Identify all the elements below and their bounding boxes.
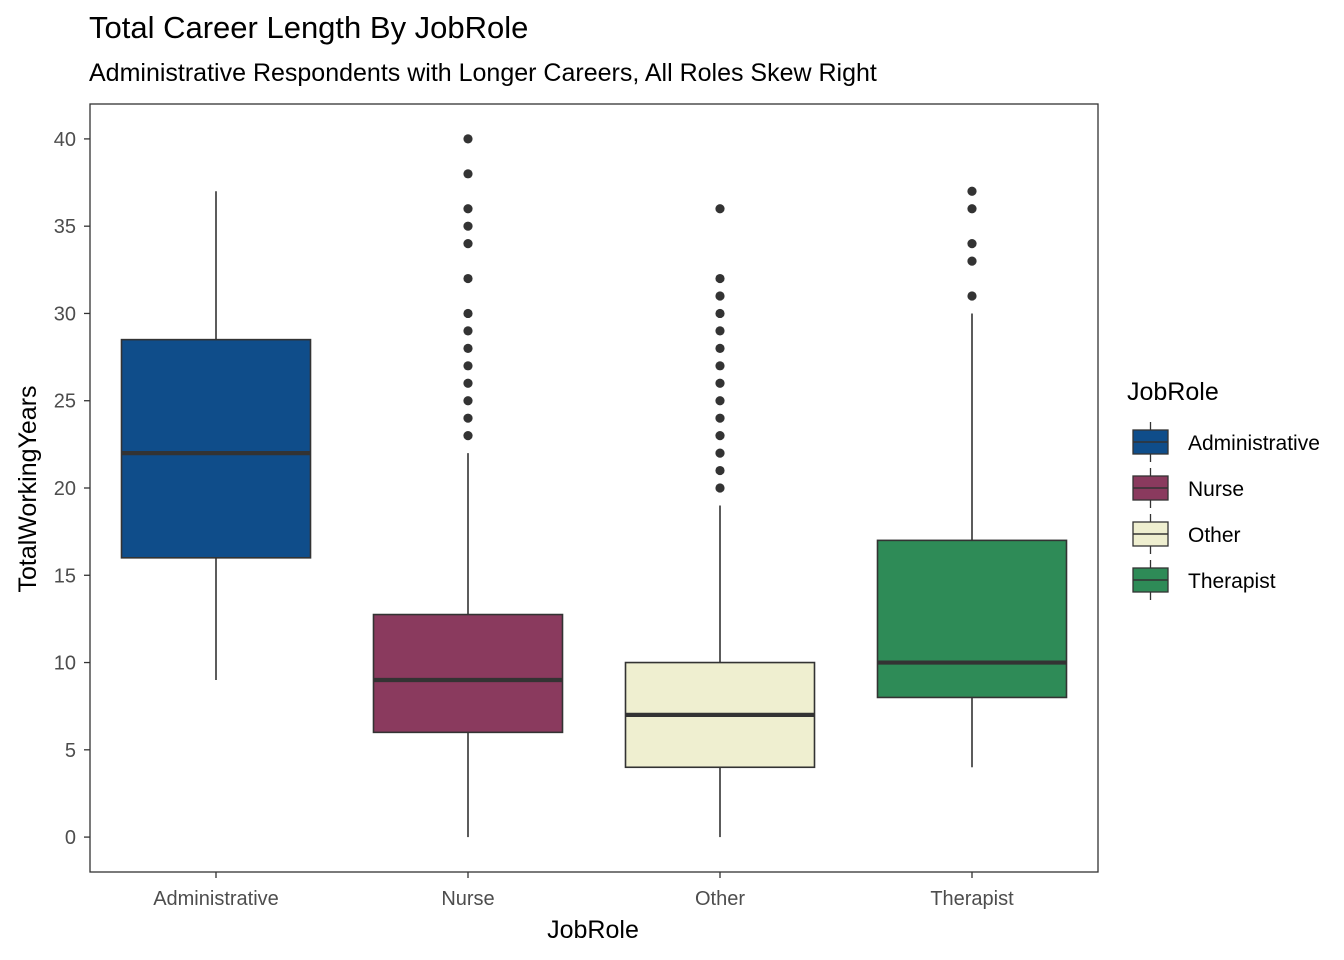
- outlier-point: [967, 256, 977, 266]
- outlier-point: [967, 291, 977, 301]
- y-tick-label: 40: [54, 129, 76, 151]
- y-tick-label: 35: [54, 216, 76, 238]
- x-tick-label: Nurse: [441, 888, 494, 910]
- y-axis: 0 5 10 15 20 25 30 35 40: [54, 129, 90, 849]
- legend-item-administrative: Administrative: [1132, 422, 1320, 462]
- outlier-point: [463, 273, 473, 284]
- outlier-point: [715, 448, 725, 458]
- legend-label: Administrative: [1188, 432, 1320, 455]
- x-tick-label: Administrative: [153, 888, 279, 910]
- iqr-box: [876, 539, 1068, 699]
- chart-title: Total Career Length By JobRole: [89, 10, 529, 45]
- outlier-point: [715, 326, 725, 336]
- y-axis-title: TotalWorkingYears: [14, 385, 42, 592]
- outlier-point: [715, 343, 725, 353]
- box-administrative: [120, 191, 312, 680]
- outlier-point: [463, 169, 473, 179]
- outlier-point: [463, 413, 473, 423]
- outlier-point: [463, 343, 473, 353]
- y-tick-label: 5: [65, 740, 76, 762]
- y-tick-label: 20: [54, 478, 76, 500]
- outlier-point: [463, 204, 473, 214]
- outlier-point: [715, 483, 725, 493]
- outlier-point: [463, 378, 473, 388]
- box-nurse: [372, 134, 564, 838]
- outlier-point: [463, 308, 473, 319]
- outlier-point: [715, 431, 725, 441]
- outlier-point: [715, 361, 725, 371]
- legend-item-nurse: Nurse: [1132, 468, 1244, 508]
- legend: JobRole Administrative Nurse Other Therapis…: [1127, 378, 1320, 600]
- outlier-point: [463, 431, 473, 441]
- plot-area: [120, 134, 1068, 838]
- y-tick-label: 15: [54, 565, 76, 587]
- y-tick-label: 10: [54, 653, 76, 675]
- x-tick-label: Therapist: [930, 888, 1014, 910]
- outlier-point: [715, 308, 725, 319]
- outlier-point: [463, 326, 473, 336]
- legend-label: Other: [1188, 524, 1241, 547]
- outlier-point: [463, 239, 473, 249]
- outlier-point: [967, 204, 977, 214]
- y-tick-label: 25: [54, 391, 76, 413]
- outlier-point: [463, 396, 473, 406]
- legend-items: Administrative Nurse Other Therapist: [1132, 422, 1320, 600]
- x-tick-label: Other: [695, 888, 745, 910]
- iqr-box: [372, 613, 564, 734]
- y-tick-label: 30: [54, 303, 76, 325]
- plot-panel-border: [89, 103, 1099, 873]
- legend-title: JobRole: [1127, 378, 1219, 406]
- outlier-point: [967, 186, 977, 196]
- iqr-box: [120, 338, 312, 559]
- x-axis: Administrative Nurse Other Therapist: [153, 872, 1014, 910]
- outlier-point: [463, 134, 473, 144]
- outlier-point: [715, 396, 725, 406]
- outlier-point: [967, 239, 977, 249]
- outlier-point: [715, 378, 725, 388]
- outlier-point: [463, 221, 473, 231]
- chart-subtitle: Administrative Respondents with Longer C…: [89, 59, 877, 87]
- legend-item-other: Other: [1132, 514, 1241, 554]
- box-other: [624, 204, 816, 838]
- x-axis-title: JobRole: [547, 916, 639, 944]
- box-therapist: [876, 186, 1068, 768]
- outlier-point: [715, 465, 725, 476]
- legend-label: Nurse: [1188, 478, 1244, 501]
- outlier-point: [715, 413, 725, 423]
- outlier-point: [715, 273, 725, 284]
- outlier-point: [715, 291, 725, 301]
- legend-item-therapist: Therapist: [1132, 560, 1276, 600]
- outlier-point: [463, 361, 473, 371]
- y-tick-label: 0: [65, 827, 76, 849]
- legend-label: Therapist: [1188, 570, 1276, 593]
- outlier-point: [715, 204, 725, 214]
